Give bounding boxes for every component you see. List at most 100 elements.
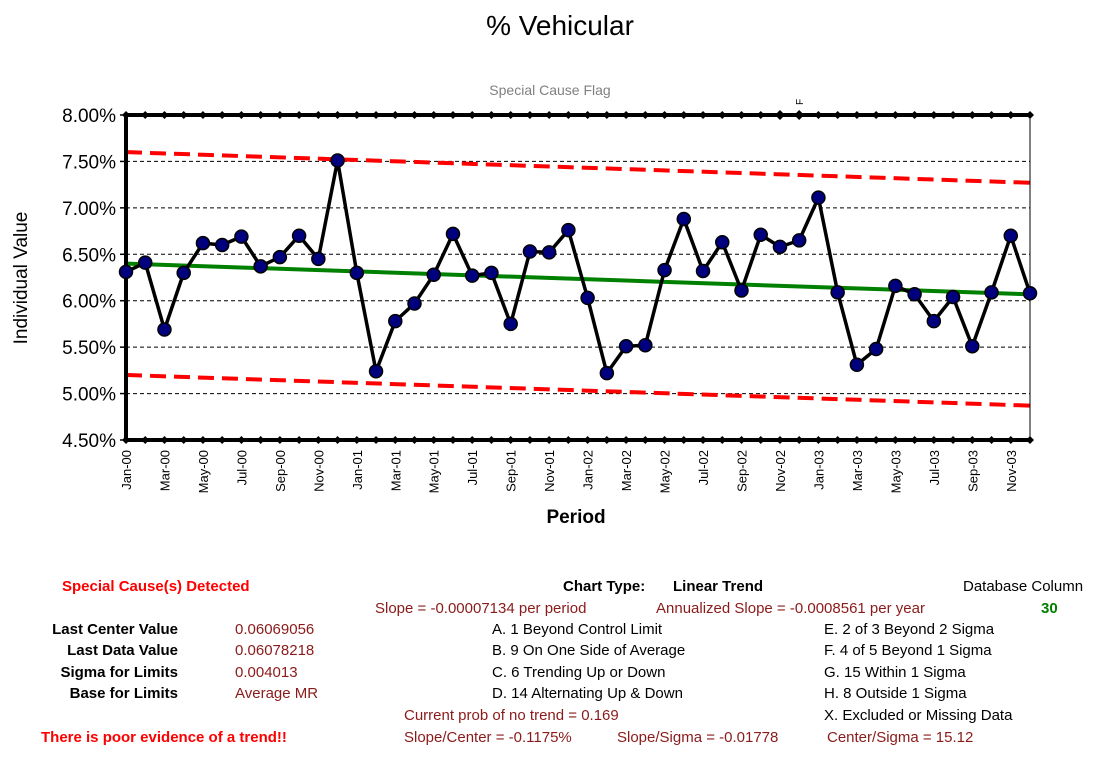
axis-tick-marker: [160, 111, 169, 119]
rule-b: B. 9 On One Side of Average: [492, 642, 686, 659]
axis-tick-marker: [814, 111, 823, 119]
data-point: [849, 357, 865, 373]
axis-tick-marker: [699, 111, 708, 119]
data-point: [407, 296, 422, 311]
axis-tick-marker: [968, 111, 977, 119]
axis-tick-marker: [660, 111, 669, 119]
axis-tick-marker: [1026, 436, 1034, 444]
last-center-value-label: Last Center Value: [52, 621, 178, 638]
x-tick-label: Jul-02: [696, 450, 711, 485]
axis-tick-marker: [352, 111, 361, 119]
axis-tick-marker: [333, 436, 342, 444]
axis-tick-marker: [910, 436, 919, 444]
axis-tick-marker: [352, 436, 361, 444]
data-point: [868, 341, 884, 357]
axis-tick-marker: [545, 111, 554, 119]
trend-evidence: There is poor evidence of a trend!!: [41, 729, 287, 746]
axis-tick-marker: [775, 436, 784, 444]
y-tick-label: 7.50%: [62, 152, 116, 173]
axis-tick-marker: [237, 111, 246, 119]
axis-tick-marker: [622, 111, 631, 119]
data-point: [137, 255, 153, 270]
slope-center: Slope/Center = -0.1175%: [404, 729, 572, 746]
x-tick-label: Mar-03: [850, 450, 865, 491]
x-axis-label: Period: [546, 507, 605, 528]
axis-tick-marker: [391, 111, 400, 119]
data-point: [888, 278, 903, 294]
rule-g: G. 15 Within 1 Sigma: [824, 664, 966, 681]
last-data-value-label: Last Data Value: [67, 642, 178, 659]
data-point: [272, 249, 288, 265]
base-for-limits-label: Base for Limits: [69, 685, 178, 702]
axis-tick-marker: [372, 111, 381, 119]
axis-tick-marker: [468, 111, 477, 119]
axis-tick-marker: [641, 111, 650, 119]
axis-tick-marker: [756, 436, 765, 444]
axis-tick-marker: [718, 111, 727, 119]
data-point: [445, 226, 461, 242]
data-point: [772, 239, 788, 255]
axis-tick-marker: [833, 436, 842, 444]
data-point: [1022, 286, 1038, 301]
chart-type-value: Linear Trend: [673, 578, 764, 595]
chart-title: % Vehicular: [486, 10, 634, 41]
data-point: [830, 285, 845, 300]
rule-x: X. Excluded or Missing Data: [824, 707, 1013, 724]
axis-tick-marker: [179, 436, 188, 444]
axis-tick-marker: [237, 436, 246, 444]
axis-tick-marker: [583, 111, 592, 119]
axis-tick-marker: [795, 436, 804, 444]
axis-tick-marker: [929, 436, 938, 444]
axis-tick-marker: [275, 436, 284, 444]
x-tick-label: Jul-03: [927, 450, 942, 485]
data-point: [522, 244, 538, 259]
axis-tick-marker: [660, 436, 669, 444]
x-tick-label: May-03: [888, 450, 903, 493]
axis-tick-marker: [949, 111, 958, 119]
x-tick-label: Nov-01: [542, 450, 557, 492]
axis-tick-marker: [525, 111, 534, 119]
data-point: [464, 268, 480, 283]
x-tick-label: Mar-00: [157, 450, 172, 491]
axis-tick-marker: [737, 436, 746, 444]
x-tick-label: Jul-00: [234, 450, 249, 485]
y-tick-label: 6.50%: [62, 245, 116, 266]
axis-tick-marker: [410, 111, 419, 119]
data-point: [214, 237, 230, 253]
axis-tick-marker: [218, 436, 227, 444]
axis-tick-marker: [429, 436, 438, 444]
data-point: [349, 265, 365, 281]
axis-tick-marker: [275, 111, 284, 119]
axis-tick-marker: [218, 111, 227, 119]
axis-tick-marker: [256, 111, 265, 119]
lower-control-limit: [125, 373, 1031, 408]
data-point: [811, 190, 826, 205]
x-tick-label: Nov-02: [773, 450, 788, 492]
axis-tick-marker: [756, 111, 765, 119]
axis-tick-marker: [506, 436, 515, 444]
data-point: [638, 338, 653, 353]
axis-tick-marker: [564, 436, 573, 444]
axis-tick-marker: [1006, 436, 1015, 444]
data-point: [657, 262, 672, 278]
data-point: [118, 264, 134, 280]
data-point: [580, 290, 595, 306]
prob-no-trend: Current prob of no trend = 0.169: [404, 707, 619, 724]
axis-tick-marker: [141, 436, 150, 444]
data-point: [311, 251, 326, 267]
data-point: [676, 211, 692, 227]
axis-tick-marker: [314, 111, 323, 119]
data-point: [426, 267, 441, 282]
slope-text: Slope = -0.00007134 per period: [375, 600, 587, 617]
axis-tick-marker: [391, 436, 400, 444]
rule-d: D. 14 Alternating Up & Down: [492, 685, 683, 702]
special-cause-flag-label: F: [795, 99, 806, 105]
data-point: [541, 245, 557, 260]
x-tick-label: Mar-01: [388, 450, 403, 491]
axis-tick-marker: [987, 436, 996, 444]
axis-tick-marker: [256, 436, 265, 444]
center-sigma: Center/Sigma = 15.12: [827, 729, 974, 746]
axis-tick-marker: [833, 111, 842, 119]
axis-tick-marker: [699, 436, 708, 444]
axis-tick-marker: [295, 436, 304, 444]
